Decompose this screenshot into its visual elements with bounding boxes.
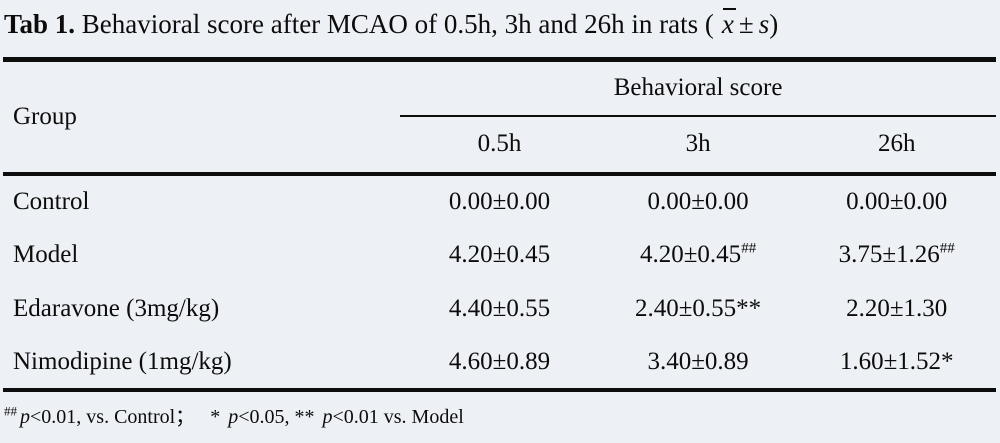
- behavioral-score-span-header: Behavioral score: [400, 59, 996, 117]
- significance-marker: ##: [939, 240, 955, 257]
- plus-minus-symbol: ±: [738, 9, 754, 39]
- value-cell: 0.00±0.00: [797, 174, 996, 228]
- time-header-26h: 26h: [797, 115, 996, 176]
- value-text: 4.40±0.55: [448, 294, 551, 322]
- footnote-text: <0.01 vs. Model: [332, 405, 464, 428]
- value-text: 0.00±0.00: [448, 187, 551, 215]
- table-title: Tab 1. Behavioral score after MCAO of 0.…: [0, 0, 1000, 57]
- header-row-span: Group Behavioral score: [3, 59, 996, 176]
- value-cell: 4.60±0.89: [400, 336, 599, 390]
- value-cell: 3.40±0.89: [599, 336, 798, 390]
- value-cell: 3.75±1.26##: [797, 228, 996, 282]
- table-footnote: ## p<0.01, vs. Control； * p<0.05, ** p<0.…: [0, 392, 1000, 429]
- group-cell: Nimodipine (1mg/kg): [13, 347, 232, 375]
- group-cell: Edaravone (3mg/kg): [13, 294, 220, 322]
- behavioral-score-table: Group Behavioral score 0.5h 3h 26h Contr…: [3, 57, 996, 392]
- footnote-text: <0.05, **: [238, 405, 320, 428]
- value-cell: 4.20±0.45: [400, 228, 599, 282]
- p-symbol: p: [322, 405, 333, 428]
- value-cell: 4.40±0.55: [400, 282, 599, 336]
- table-row-edaravone: Edaravone (3mg/kg) 4.40±0.55 2.40±0.55**…: [3, 282, 996, 336]
- s-symbol: s: [758, 9, 770, 39]
- footnote-text: <0.01, vs. Control；: [30, 405, 196, 428]
- value-text: 3.40±0.89: [647, 347, 749, 375]
- table-row-control: Control 0.00±0.00 0.00±0.00 0.00±0.00: [3, 174, 996, 228]
- table-number-label: Tab 1.: [4, 9, 76, 39]
- time-header-3h: 3h: [598, 115, 798, 176]
- table-row-nimodipine: Nimodipine (1mg/kg) 4.60±0.89 3.40±0.89 …: [3, 336, 996, 390]
- significance-marker: ##: [741, 240, 757, 257]
- group-column-header: Group: [3, 59, 401, 176]
- star-marker: *: [205, 405, 226, 428]
- close-paren: ): [769, 9, 779, 39]
- value-text: 0.00±0.00: [647, 187, 749, 215]
- value-text: 4.20±0.45: [639, 240, 742, 268]
- value-text: 2.40±0.55**: [634, 294, 762, 322]
- value-cell: 2.20±1.30: [797, 282, 996, 336]
- value-cell: 1.60±1.52*: [797, 336, 996, 390]
- time-header-05h: 0.5h: [400, 115, 599, 176]
- value-cell: 0.00±0.00: [599, 174, 798, 228]
- value-text: 2.20±1.30: [846, 294, 948, 322]
- value-text: 0.00±0.00: [846, 187, 948, 215]
- hash-marker: ##: [4, 402, 17, 418]
- value-text: 3.75±1.26: [838, 240, 940, 268]
- x-bar-symbol: x: [721, 8, 736, 39]
- table-row-model: Model 4.20±0.45 4.20±0.45## 3.75±1.26##: [3, 228, 996, 282]
- value-text: 4.20±0.45: [448, 240, 551, 268]
- group-cell: Model: [13, 240, 79, 268]
- value-cell: 2.40±0.55**: [599, 282, 798, 336]
- p-symbol: p: [20, 405, 30, 428]
- value-text: 1.60±1.52*: [839, 347, 954, 375]
- table-title-text: Behavioral score after MCAO of 0.5h, 3h …: [75, 9, 714, 39]
- value-text: 4.60±0.89: [448, 347, 551, 375]
- header-row-times: 0.5h 3h 26h: [3, 115, 996, 176]
- value-cell: 0.00±0.00: [400, 174, 599, 228]
- p-symbol: p: [228, 405, 239, 428]
- group-cell: Control: [13, 187, 90, 215]
- value-cell: 4.20±0.45##: [599, 228, 798, 282]
